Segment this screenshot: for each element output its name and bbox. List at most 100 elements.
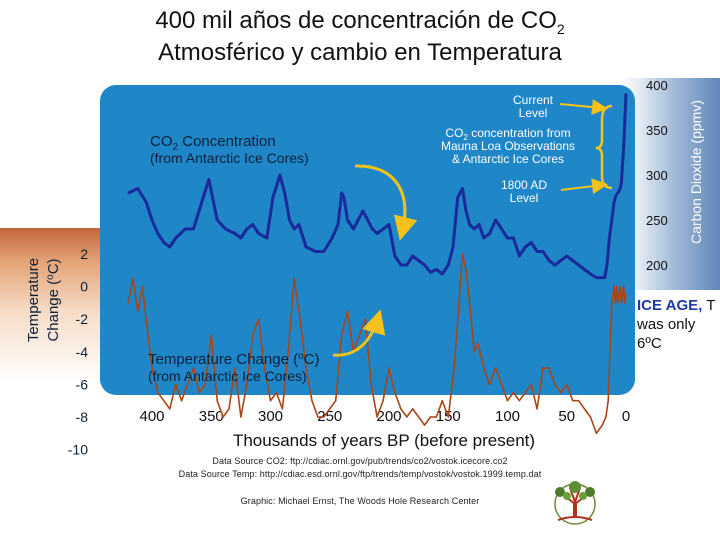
co2-data-point [357,219,360,221]
temperature-data-point [234,367,236,369]
temperature-data-point [299,318,301,320]
co2-data-point [279,174,281,176]
temperature-data-point [132,277,134,280]
temperature-data-point [617,302,619,304]
co2-label-line1: CO2 Concentration [150,133,276,153]
temperature-data-point [423,424,426,426]
co2-data-point [478,223,480,226]
temperature-data-point [548,367,550,369]
current-level-line1: Current [513,93,554,107]
co2-data-point [343,196,345,199]
temperature-data-point [287,351,289,353]
co2-data-point [614,196,617,199]
temperature-data-point [305,367,307,369]
current-level-line2: Level [519,106,548,120]
co2-data-point [621,165,624,167]
x-axis-label: Thousands of years BP (before present) [233,431,535,450]
source-co2: Data Source CO2: ftp://cdiac.ornl.gov/pu… [212,456,508,466]
temperature-data-point [572,400,574,402]
co2-data-point [366,219,369,221]
right-tick-label: 350 [646,123,668,138]
co2-data-point [305,246,307,248]
temperature-data-point [560,391,562,394]
co2-data-point [337,223,339,226]
tree-logo-icon [554,481,596,525]
co2-data-point [512,237,515,239]
x-tick-label: 100 [495,408,520,425]
co2-data-point [536,250,538,253]
ad-level-arrow-icon [560,178,608,195]
co2-data-point [245,228,248,230]
temperature-data-point [240,416,242,418]
temperature-data-point [605,416,607,418]
left-tick-label: -10 [68,442,88,458]
mauna-loa-line2: Mauna Loa Observations [441,139,575,153]
co2-data-point [619,187,621,190]
co2-data-point [371,228,374,230]
co2-data-point [435,268,438,271]
temperature-data-point [358,334,361,337]
co2-data-point [548,259,550,262]
source-temp: Data Source Temp: http://cdiac.esd.ornl.… [178,469,542,479]
temperature-data-point [483,367,485,369]
co2-data-point [613,201,615,203]
x-tick-label: 0 [622,408,630,425]
temperature-data-point [536,408,538,410]
co2-data-point [595,276,598,279]
co2-data-point [192,228,195,230]
temperature-data-point [412,408,414,410]
co2-data-point [240,237,242,239]
graphic-credit: Graphic: Michael Ernst, The Woods Hole R… [240,496,480,506]
temperature-data-point [335,400,337,402]
temperature-data-point [281,408,284,410]
ad-1800-line1: 1800 AD [501,178,547,192]
left-tick-label: 2 [80,246,88,262]
x-tick-label: 50 [558,408,575,425]
co2-data-point [456,196,459,199]
co2-data-point [583,268,586,271]
temperature-data-point [620,302,622,304]
temperature-data-point [518,400,521,402]
co2-data-point [272,196,274,199]
temperature-data-point [269,400,272,402]
co2-data-point [136,187,139,190]
temperature-data-point [441,400,443,402]
left-axis-background [0,228,102,383]
temperature-data-point [506,400,509,402]
co2-data-point [524,246,527,248]
x-axis-ticks: 400 350 300 250 200 150 100 50 0 [139,408,630,425]
temperature-data-point [461,253,464,255]
temperature-data-point [624,302,626,304]
co2-data-point [589,273,592,275]
co2-data-point [482,237,485,239]
left-axis-label-line1: Temperature [25,258,42,342]
temperature-data-point [180,400,183,402]
co2-data-point [127,192,130,194]
temperature-data-point [614,302,616,304]
co2-data-point [314,250,317,253]
co2-data-point [162,241,165,244]
co2-data-point [216,219,219,221]
temperature-data-point [228,408,230,410]
co2-data-point [293,228,296,230]
co2-data-point [616,192,619,194]
co2-data-point [606,264,608,266]
co2-data-point [603,276,606,279]
temperature-data-point [222,416,224,418]
temperature-data-point [329,408,331,410]
co2-data-point [257,232,260,235]
temperature-data-point [252,334,254,337]
temp-curve-arrow-icon [332,309,386,357]
co2-data-point [465,210,467,212]
co2-data-point [331,237,333,239]
co2-data-point [288,219,291,221]
page-title-line1: 400 mil años de concentración de CO2 [155,7,565,37]
co2-data-point [518,255,521,257]
left-tick-label: -2 [76,311,89,327]
co2-data-point [447,264,450,266]
x-tick-label: 400 [139,408,164,425]
temperature-data-point [163,400,165,402]
temperature-data-point [465,269,467,271]
co2-data-point [168,246,171,248]
